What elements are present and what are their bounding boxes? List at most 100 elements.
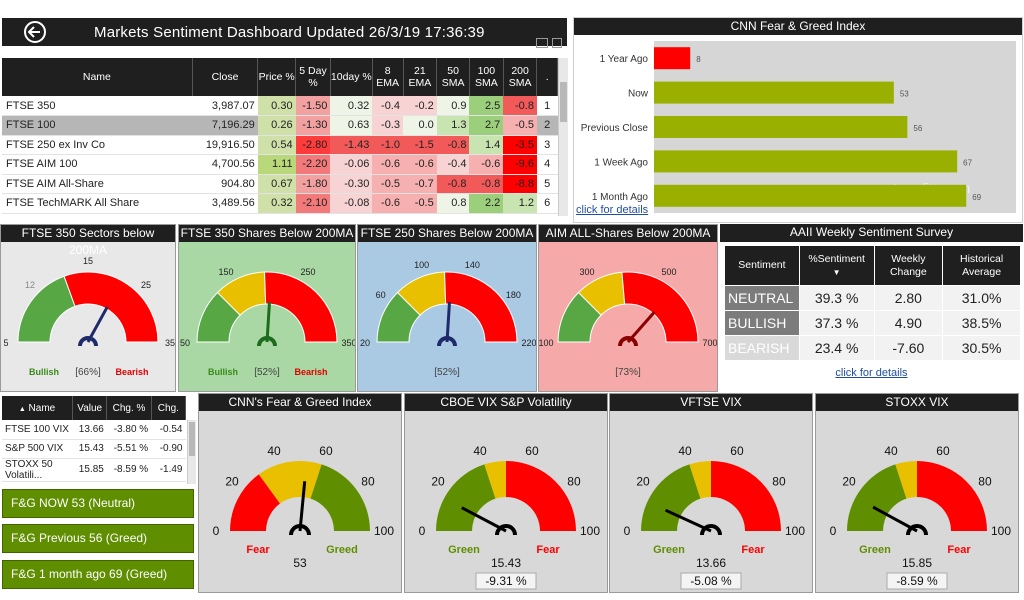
back-button[interactable] <box>20 21 50 43</box>
col-header-price[interactable]: Price % <box>257 58 297 96</box>
col-header-100sma[interactable]: 100 SMA <box>469 58 504 96</box>
bar[interactable] <box>654 116 908 138</box>
row-ema8: -0.4 <box>372 96 403 116</box>
gauge-bearish-label: Bearish <box>294 367 327 377</box>
row-sma50: 0.8 <box>436 193 470 214</box>
gauge-panel: AIM ALL-Shares Below 200MA 100 300 500 700 [7… <box>538 224 718 392</box>
cnn-bar-title: CNN Fear & Greed Index <box>574 18 1022 35</box>
col-header-10day[interactable]: 10day % <box>330 58 373 96</box>
sort-indicator-icon: ▲ <box>18 405 26 413</box>
gauge-scale-label: 350 <box>341 338 355 348</box>
aaii-row-avg: 30.5% <box>942 335 1021 361</box>
row-d5: -2.10 <box>295 193 331 214</box>
aaii-click-for-details-link[interactable]: click for details <box>835 367 908 379</box>
aaii-row[interactable]: BULLISH 37.3 % 4.90 38.5% <box>724 310 1021 336</box>
gauge-scale-label: 500 <box>661 267 676 277</box>
vix-table: ▲ Name Value Chg. % Chg. FTSE 100 VIX 13… <box>2 396 187 482</box>
cnn-click-for-details-link[interactable]: click for details <box>576 204 649 216</box>
gauge-scale-label: 40 <box>678 444 692 458</box>
gauge-title: AIM ALL-Shares Below 200MA <box>539 225 717 242</box>
table-row[interactable]: FTSE 100 VIX 13.66 -3.80 % -0.54 <box>2 420 186 440</box>
vix-table-scrollbar[interactable] <box>187 420 196 484</box>
table-row[interactable]: FTSE 100 7,196.29 0.26 -1.30 0.63 -0.3 0.0 1.3 2… <box>2 115 558 136</box>
row-d5: -1.30 <box>295 115 331 136</box>
fg-previous-button[interactable]: F&G Previous 56 (Greed) <box>2 524 194 553</box>
col-header-200sma[interactable]: 200 SMA <box>503 58 538 96</box>
row-ema21: -0.5 <box>403 193 437 214</box>
vix-row-value: 13.66 <box>72 420 107 440</box>
gauge-segment <box>436 464 496 531</box>
fg-now-button[interactable]: F&G NOW 53 (Neutral) <box>2 489 194 518</box>
aaii-col-pct[interactable]: %Sentiment ▼ <box>798 245 875 286</box>
row-ema8: -0.6 <box>372 154 403 175</box>
bar[interactable] <box>654 81 894 104</box>
row-rank: 6 <box>536 193 558 214</box>
gauge-title: VFTSE VIX <box>610 394 812 411</box>
col-header-21ema[interactable]: 21 EMA <box>403 58 438 96</box>
aaii-row-pct: 39.3 % <box>798 285 875 311</box>
vix-row-name: S&P 500 VIX <box>2 439 73 459</box>
fg-month-ago-button[interactable]: F&G 1 month ago 69 (Greed) <box>2 560 194 589</box>
gauge-bullish-label: Bullish <box>208 367 238 377</box>
gauge-scale-label: 100 <box>539 338 554 348</box>
col-header-50sma[interactable]: 50 SMA <box>436 58 470 96</box>
aaii-row[interactable]: NEUTRAL 39.3 % 2.80 31.0% <box>724 285 1021 311</box>
col-header-5day[interactable]: 5 Day % <box>295 58 331 96</box>
gauge-title: CNN's Fear & Greed Index <box>199 394 401 411</box>
bar-value-label: 69 <box>972 193 981 202</box>
row-d10: -1.43 <box>330 135 373 155</box>
table-row[interactable]: FTSE AIM All-Share 904.80 0.67 -1.80 -0.30 -0… <box>2 174 558 194</box>
gauge-scale-label: 20 <box>225 475 239 489</box>
vix-row-pct: -5.51 % <box>106 439 152 459</box>
scrollbar-thumb[interactable] <box>560 82 567 122</box>
table-row[interactable]: STOXX 50 Volatili... 15.85 -8.59 % -1.49 <box>2 458 186 482</box>
bar-value-label: 53 <box>900 90 909 99</box>
gauge-panel: CNN's Fear & Greed Index 0 20 40 60 80 100 Fear… <box>198 393 402 593</box>
cnn-fear-greed-bar-panel: CNN Fear & Greed Index mtrprofits.com1 Y… <box>573 17 1023 235</box>
aaii-col-sentiment[interactable]: Sentiment <box>724 245 800 286</box>
vix-table-panel: ▲ Name Value Chg. % Chg. FTSE 100 VIX 13… <box>2 396 196 484</box>
row-sma100: -0.8 <box>469 174 504 194</box>
col-header-name[interactable]: Name <box>2 58 193 96</box>
aaii-title: AAII Weekly Sentiment Survey <box>720 224 1023 242</box>
gauge-scale-label: 20 <box>360 338 370 348</box>
vix-col-value[interactable]: Value <box>72 396 108 420</box>
market-table-scrollbar[interactable] <box>558 58 568 216</box>
row-sma100: -0.6 <box>469 154 504 175</box>
vix-row-chg: -1.49 <box>151 458 186 482</box>
expand-icon[interactable] <box>536 38 548 48</box>
gauge-scale-label: 100 <box>991 524 1011 538</box>
gauge-scale-label: 0 <box>213 524 220 538</box>
gauge-segment <box>621 271 699 343</box>
table-header-row: Name Close Price % 5 Day % 10day % 8 EMA… <box>2 58 558 96</box>
col-header-rank[interactable]: . <box>536 58 558 96</box>
table-row[interactable]: S&P 500 VIX 15.43 -5.51 % -0.90 <box>2 439 186 459</box>
col-header-close[interactable]: Close <box>192 58 259 96</box>
gauge-scale-label: 100 <box>414 260 429 270</box>
bar[interactable] <box>654 47 691 70</box>
aaii-col-avg[interactable]: Historical Average <box>942 245 1021 286</box>
scrollbar-thumb[interactable] <box>189 422 195 456</box>
gauge-left-label: Fear <box>246 544 270 556</box>
vix-col-chgpct[interactable]: Chg. % <box>106 396 152 420</box>
aaii-sentiment-panel: AAII Weekly Sentiment Survey Sentiment %… <box>720 224 1023 392</box>
bar[interactable] <box>654 184 967 207</box>
bar[interactable] <box>654 150 958 173</box>
row-close: 3,489.56 <box>192 193 258 214</box>
table-row[interactable]: FTSE 350 3,987.07 0.30 -1.50 0.32 -0.4 -0.2 0.9… <box>2 96 558 116</box>
table-row[interactable]: FTSE AIM 100 4,700.56 1.11 -2.20 -0.06 -0.6 -0… <box>2 154 558 175</box>
gauge-segment <box>63 271 159 343</box>
filter-icon[interactable] <box>552 38 562 48</box>
vix-col-chg[interactable]: Chg. <box>151 396 187 420</box>
aaii-table: Sentiment %Sentiment ▼ Weekly Change Hist… <box>724 245 1021 361</box>
gauge-needle <box>265 301 272 343</box>
gauge-change: -8.59 % <box>896 574 938 588</box>
gauge-segment <box>506 461 576 531</box>
vix-col-name[interactable]: ▲ Name <box>2 396 74 420</box>
row-d5: -2.80 <box>295 135 331 155</box>
table-row[interactable]: FTSE 250 ex Inv Co 19,916.50 0.54 -2.80 -1.4… <box>2 135 558 155</box>
aaii-col-weekly[interactable]: Weekly Change <box>873 245 944 286</box>
table-row[interactable]: FTSE TechMARK All Share 3,489.56 0.32 -2.10… <box>2 193 558 214</box>
col-header-8ema[interactable]: 8 EMA <box>372 58 404 96</box>
aaii-row[interactable]: BEARISH 23.4 % -7.60 30.5% <box>724 335 1021 361</box>
